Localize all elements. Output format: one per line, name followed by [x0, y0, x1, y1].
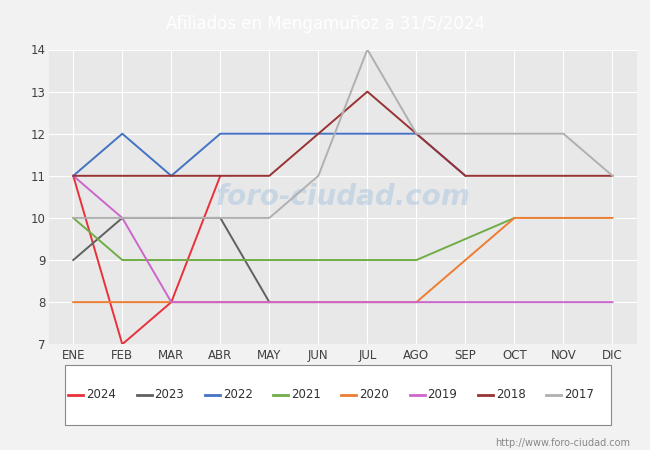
Text: 2017: 2017 — [564, 388, 594, 401]
Text: foro-ciudad.com: foro-ciudad.com — [216, 183, 470, 211]
Text: Afiliados en Mengamuñoz a 31/5/2024: Afiliados en Mengamuñoz a 31/5/2024 — [166, 14, 484, 33]
Text: 2024: 2024 — [86, 388, 116, 401]
Text: 2020: 2020 — [359, 388, 389, 401]
Text: 2019: 2019 — [428, 388, 458, 401]
Text: 2023: 2023 — [155, 388, 184, 401]
Text: http://www.foro-ciudad.com: http://www.foro-ciudad.com — [495, 438, 630, 448]
Text: 2022: 2022 — [223, 388, 253, 401]
Text: 2018: 2018 — [496, 388, 525, 401]
Text: 2021: 2021 — [291, 388, 321, 401]
